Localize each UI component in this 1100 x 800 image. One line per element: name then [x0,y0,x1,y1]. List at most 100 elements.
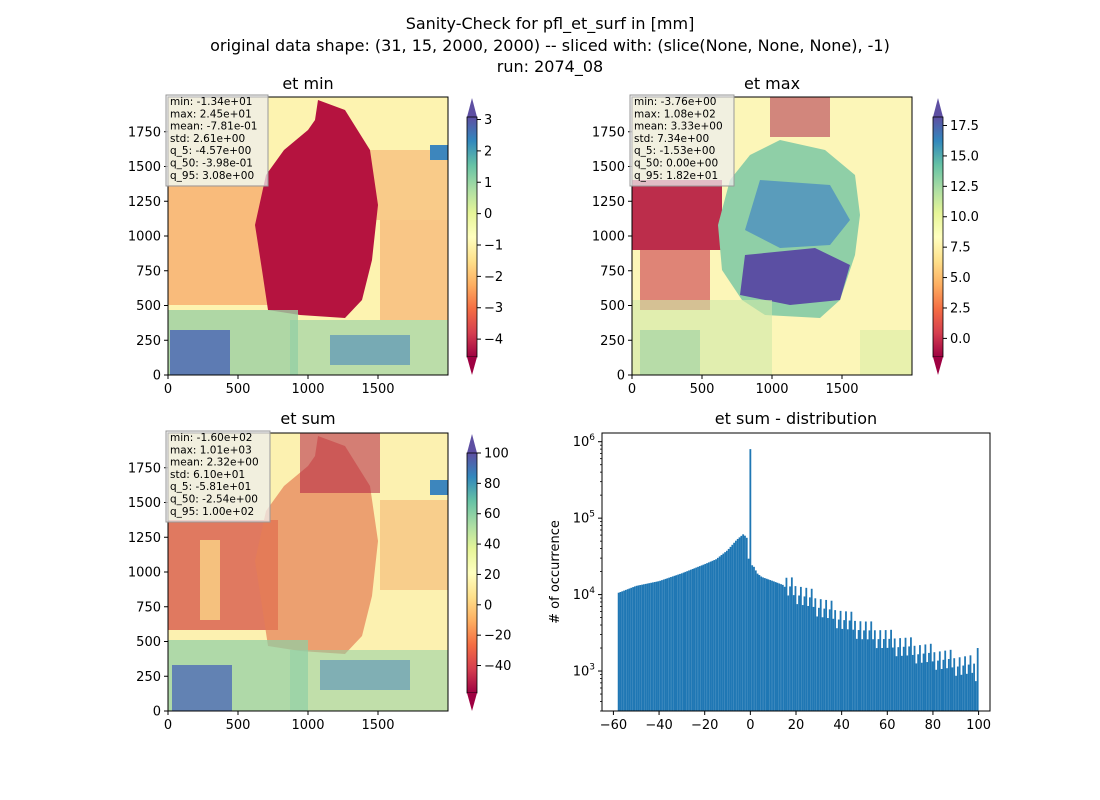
histogram-bar [765,578,768,711]
histogram-bar [801,605,804,711]
histogram-bar [922,653,925,711]
colorbar-tick-label: 2.5 [950,301,971,316]
histogram-bar [697,566,699,711]
histogram-bar [785,577,788,711]
histogram-bar [843,620,846,711]
histogram-bar [789,586,791,711]
histogram-bar [895,656,898,711]
histogram-bar [861,639,864,711]
histogram-bar [812,606,815,711]
y-tick-label: 1000 [128,230,161,245]
histogram-bar [798,595,800,711]
histogram-bar [863,630,865,711]
histogram-bar [756,573,759,711]
histogram-bar [677,574,680,711]
x-tick-label: 0 [164,382,172,397]
histogram-bar [807,605,809,711]
y-axis-label: # of occurrence [548,520,563,624]
histogram-bar [621,591,624,711]
y-tick-label: 1750 [592,125,625,140]
x-axis: 0 500 1000 1500 [164,375,395,397]
histogram-bar [969,655,972,711]
y-tick-label: 250 [136,670,161,685]
histogram-bar [956,666,959,711]
x-tick-label: 0 [746,718,754,733]
histogram-bar [870,621,873,711]
histogram-bar [720,555,723,711]
stats-line: std: 7.34e+00 [634,133,709,145]
stats-line: std: 2.61e+00 [170,133,245,145]
colorbar: −40 −20 0 20 40 60 80 100 [466,434,511,711]
histogram-bar [751,565,754,711]
y-tick-label: 250 [136,334,161,349]
histogram-bar [787,595,790,711]
y-tick-label: 500 [136,635,161,650]
y-tick-label: 104 [573,586,596,603]
y-tick-label: 1250 [592,195,625,210]
histogram-bar [753,566,755,711]
histogram-bar [881,647,883,711]
histogram-bar [816,616,819,711]
histogram-bar [908,646,911,711]
histogram-bar [780,584,782,711]
histogram-bar [778,583,781,711]
histogram-bar [915,663,918,711]
histogram-bar [884,630,887,711]
histogram-bar [774,582,777,711]
histogram-bar [742,534,745,711]
histogram-bar [911,654,914,711]
histogram-bar [846,629,849,711]
histogram-bar [731,544,734,711]
histogram-bar [711,560,714,711]
x-axis: 0 500 1000 1500 [164,711,395,733]
histogram-bar [729,546,732,711]
colorbar-tick-label: 1 [484,176,492,191]
histogram-bar [648,583,651,711]
histogram-bar [834,610,837,711]
histogram-bar [904,637,907,711]
histogram-bar [971,672,974,711]
histogram-bar [736,538,739,711]
histogram-bar [960,674,963,711]
histogram-bar [890,629,892,711]
histogram-bar [689,569,692,711]
colorbar-tick-label: 10.0 [950,210,979,225]
histogram-bar [928,652,930,711]
histogram-bar [819,599,822,711]
histogram-bar [852,629,855,711]
x-tick-label: 1500 [825,382,858,397]
x-tick-label: 80 [925,718,942,733]
histogram-bar [839,610,842,711]
histogram-bar [673,575,676,711]
histogram-bar [942,659,945,711]
histogram-bar [967,664,970,711]
histogram-bar [767,579,770,711]
histogram-bar [965,673,968,711]
histogram-bar [828,609,831,711]
histogram-bar [951,667,954,711]
histogram-bar [879,630,882,711]
y-tick-label: 1500 [128,160,161,175]
y-tick-label: 1500 [592,160,625,175]
histogram-bar [830,600,833,711]
histogram-bar [769,580,772,711]
y-tick-label: 1000 [592,230,625,245]
panel-et-max: et max 0 250 500 750 1000 1250 1500 1750 0 500 10… [592,74,979,397]
x-tick-label: 100 [966,718,991,733]
y-tick-label: 106 [573,433,596,450]
stats-line: min: -3.76e+00 [634,96,716,108]
histogram-bar [702,564,705,711]
y-axis: 103 104 105 106 [573,433,602,712]
colorbar-tick-label: −4 [484,333,503,348]
histogram-bar [633,586,636,711]
colorbar-tick-label: 0 [484,207,492,222]
stats-line: std: 6.10e+01 [170,469,245,481]
colorbar-tick-label: −2 [484,270,503,285]
histogram-bar [695,567,698,711]
y-tick-label: 750 [600,264,625,279]
histogram-bar [973,663,975,711]
stats-line: min: -1.60e+02 [170,432,252,444]
histogram-bar [893,638,896,711]
histogram-bar [913,645,916,711]
